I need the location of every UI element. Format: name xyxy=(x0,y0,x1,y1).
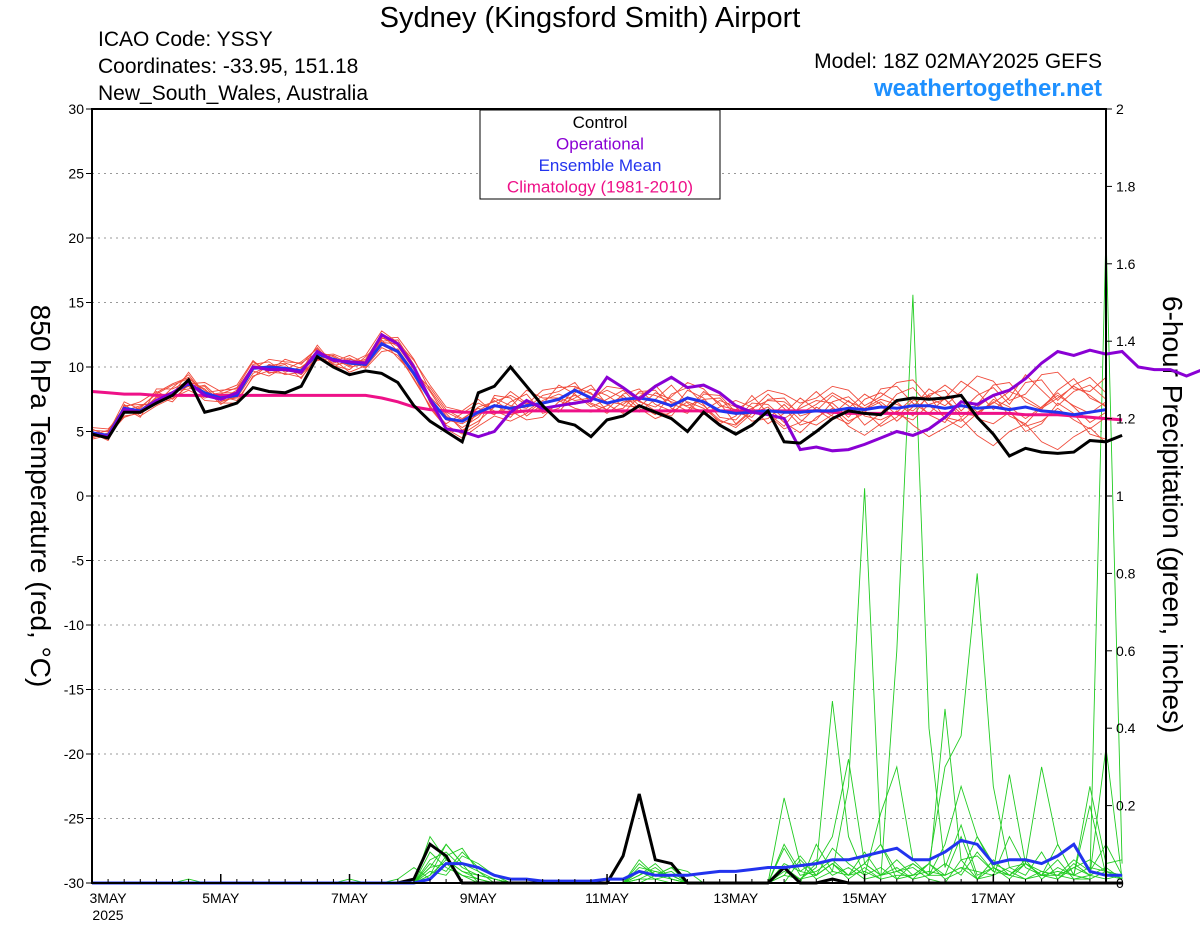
y-tick-label: 25 xyxy=(68,166,84,182)
y-tick-label: -25 xyxy=(64,811,84,827)
legend-box xyxy=(479,109,721,200)
legend-entry-operational: Operational xyxy=(556,135,644,154)
main-lines xyxy=(91,332,1200,885)
x-tick-label: 17MAY xyxy=(971,890,1017,906)
y2-tick-label: 0 xyxy=(1116,875,1124,891)
y-tick-label: -5 xyxy=(72,553,85,569)
x-tick-label: 7MAY xyxy=(331,890,369,906)
operational-line xyxy=(91,332,1200,453)
model-run: Model: 18Z 02MAY2025 GEFS xyxy=(814,50,1102,73)
y2-tick-label: 0.2 xyxy=(1116,798,1136,814)
x-tick-sublabel: 2025 xyxy=(92,907,123,923)
y2-tick-label: 2 xyxy=(1116,101,1124,117)
plot-frame xyxy=(91,108,1107,884)
y-tick-label: 15 xyxy=(68,295,84,311)
y2-tick-label: 1 xyxy=(1116,488,1124,504)
precip-member-line xyxy=(92,701,1123,884)
y2-tick-label: 0.8 xyxy=(1116,565,1136,581)
y2-tick-label: 1.8 xyxy=(1116,178,1136,194)
legend-entry-ensemble_mean: Ensemble Mean xyxy=(539,156,662,175)
y-tick-label: 5 xyxy=(76,424,84,440)
x-tick-label: 15MAY xyxy=(842,890,888,906)
y-tick-label: -30 xyxy=(64,875,84,891)
coordinates: Coordinates: -33.95, 151.18 xyxy=(98,55,359,78)
y-tick-label: 30 xyxy=(68,101,84,117)
legend-entry-control: Control xyxy=(573,113,628,132)
region: New_South_Wales, Australia xyxy=(98,82,369,105)
precip-member-line xyxy=(92,759,1123,884)
legend-entry-climatology: Climatology (1981-2010) xyxy=(507,178,693,197)
icao-code: ICAO Code: YSSY xyxy=(98,28,273,51)
y-tick-label: 20 xyxy=(68,230,84,246)
grid xyxy=(92,173,1106,819)
y-tick-label: -20 xyxy=(64,746,84,762)
y2-tick-label: 1.2 xyxy=(1116,411,1136,427)
y-tick-label: 0 xyxy=(76,488,84,504)
precip-members xyxy=(92,232,1123,884)
legend: Control Operational Ensemble Mean Climatolo… xyxy=(479,109,721,200)
precip-member-line xyxy=(92,573,1123,884)
y-tick-label: 10 xyxy=(68,359,84,375)
y2-tick-label: 0.6 xyxy=(1116,643,1136,659)
x-tick-label: 3MAY xyxy=(89,890,127,906)
temp-control-line xyxy=(91,354,1123,458)
precip-member-line xyxy=(92,232,1123,884)
y-tick-label: -10 xyxy=(64,617,84,633)
y2-tick-label: 1.6 xyxy=(1116,256,1136,272)
x-tick-label: 9MAY xyxy=(460,890,498,906)
y2-tick-label: 0.4 xyxy=(1116,720,1136,736)
temp-member-line xyxy=(91,344,1107,439)
axes: 302520151050-5-10-15-20-25-3021.81.61.41… xyxy=(64,101,1136,923)
chart-title: Sydney (Kingsford Smith) Airport xyxy=(379,2,801,34)
y-tick-label: -15 xyxy=(64,682,84,698)
y2-tick-label: 1.4 xyxy=(1116,333,1136,349)
x-tick-label: 5MAY xyxy=(202,890,240,906)
x-tick-label: 11MAY xyxy=(585,890,629,906)
precip-member-line xyxy=(92,488,1123,884)
site-name: weathertogether.net xyxy=(873,75,1102,102)
x-tick-label: 13MAY xyxy=(713,890,759,906)
